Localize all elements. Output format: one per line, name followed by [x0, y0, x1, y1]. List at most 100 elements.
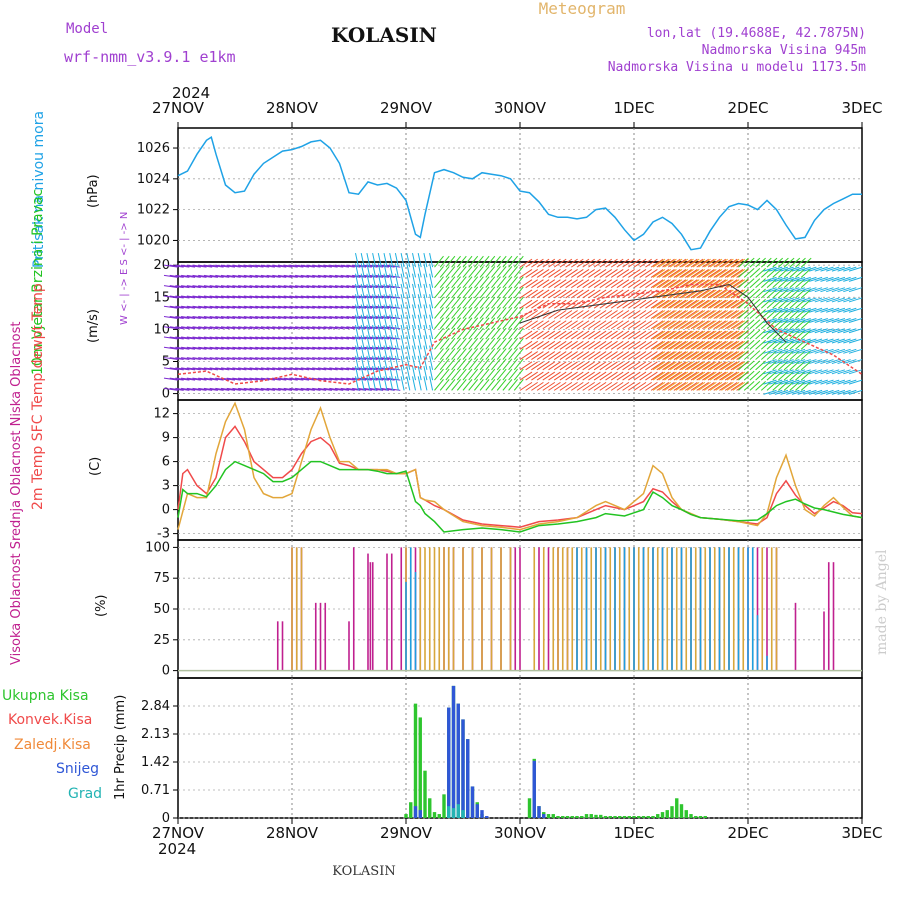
- wind-arrow: [462, 276, 473, 288]
- y-tick-label: 2.13: [141, 727, 170, 742]
- wind-arrow: [377, 314, 382, 329]
- wind-arrow: [763, 348, 777, 354]
- wind-arrow: [675, 361, 689, 371]
- wind-arrow: [226, 377, 241, 381]
- wind-arrow: [783, 288, 795, 299]
- wind-arrow: [360, 345, 365, 360]
- wind-arrow: [808, 359, 823, 365]
- wind-arrow: [732, 268, 746, 278]
- wind-arrow: [715, 330, 728, 340]
- wind-arrow: [650, 371, 664, 381]
- wind-arrow: [763, 276, 777, 282]
- wind-arrow: [317, 285, 332, 289]
- wind-arrow: [334, 305, 350, 309]
- wind-arrow: [820, 328, 834, 334]
- wind-arrow: [808, 338, 823, 344]
- y-tick-label: 15: [153, 290, 170, 305]
- wind-arrow: [732, 320, 746, 330]
- wind-arrow: [260, 274, 275, 278]
- wind-arrow: [669, 351, 683, 360]
- wind-arrow: [685, 381, 698, 391]
- wind-arrow: [633, 361, 647, 371]
- bar-niska-oblacnost: [281, 621, 284, 671]
- bar-visoka-oblacnost: [614, 547, 616, 671]
- wind-arrow: [502, 337, 513, 350]
- wind-arrow: [423, 345, 428, 360]
- bar-ukupna-kisa: [679, 804, 684, 818]
- wind-arrow: [662, 268, 675, 278]
- wind-arrow: [169, 367, 184, 371]
- wind-arrow: [329, 377, 344, 381]
- wind-arrow: [226, 274, 241, 278]
- wind-arrow: [698, 320, 711, 330]
- wind-arrow: [789, 257, 801, 268]
- wind-arrow: [260, 387, 275, 391]
- wind-arrow: [726, 381, 740, 391]
- wind-arrow: [774, 307, 789, 313]
- wind-arrow: [778, 329, 789, 340]
- wind-arrow: [283, 336, 298, 340]
- wind-arrow: [599, 351, 613, 360]
- wind-arrow: [383, 263, 388, 278]
- wind-arrow: [209, 274, 224, 278]
- wind-arrow: [355, 283, 359, 299]
- wind-arrow: [553, 361, 567, 371]
- wind-arrow: [709, 279, 723, 289]
- bar-srednja-oblacnost: [428, 547, 431, 671]
- wind-arrow: [797, 276, 811, 282]
- bar-visoka-oblacnost: [585, 547, 588, 671]
- wind-arrow: [814, 359, 828, 365]
- bar-ukupna-kisa: [584, 814, 589, 818]
- wind-arrow: [209, 367, 224, 371]
- wind-arrow: [502, 266, 513, 278]
- x-tick-label-bottom: 3DEC: [841, 824, 882, 842]
- wind-arrow: [334, 295, 350, 299]
- wind-arrow: [491, 348, 501, 360]
- wind-arrow: [400, 365, 405, 381]
- wind-arrow: [610, 268, 624, 278]
- wind-arrow: [769, 338, 783, 344]
- wind-arrow: [491, 379, 501, 391]
- wind-arrow: [843, 328, 857, 334]
- wind-arrow: [685, 330, 698, 340]
- wind-arrow: [686, 258, 700, 268]
- wind-arrow: [209, 357, 224, 361]
- model-label: Model: [66, 21, 108, 37]
- wind-arrow: [658, 340, 671, 350]
- wind-arrow: [260, 285, 275, 289]
- wind-arrow: [588, 279, 601, 289]
- wind-arrow: [690, 371, 704, 381]
- wind-arrow: [394, 314, 399, 329]
- wind-arrow: [571, 310, 584, 319]
- wind-arrow: [795, 370, 806, 381]
- wind-arrow: [266, 387, 281, 391]
- wind-arrow: [203, 295, 218, 299]
- wind-arrow: [553, 351, 567, 360]
- wind-arrow-band: [763, 266, 863, 395]
- wind-arrow: [519, 320, 533, 330]
- wind-arrow: [685, 340, 698, 350]
- wind-arrow: [738, 278, 749, 289]
- wind-arrow: [536, 320, 550, 330]
- wind-arrow: [360, 376, 365, 391]
- wind-arrow: [673, 361, 687, 371]
- wind-arrow: [243, 305, 258, 309]
- wind-arrow: [576, 310, 590, 319]
- wind-arrow: [429, 263, 434, 278]
- wind-arrow: [681, 268, 694, 278]
- wind-arrow: [763, 359, 777, 365]
- wind-arrow: [622, 320, 635, 330]
- wind-arrow: [508, 255, 518, 268]
- bar-snijeg: [475, 804, 479, 818]
- wind-arrow: [238, 326, 253, 330]
- wind-arrow: [175, 357, 190, 361]
- wind-arrow: [814, 389, 828, 395]
- wind-arrow: [795, 319, 806, 330]
- wind-arrow: [774, 287, 789, 293]
- wind-arrow: [698, 351, 711, 360]
- wind-arrow: [709, 268, 723, 278]
- bar-ukupna-kisa: [698, 816, 703, 818]
- wind-arrow: [837, 379, 851, 385]
- wind-arrow: [542, 268, 556, 278]
- wind-arrow: [474, 286, 484, 299]
